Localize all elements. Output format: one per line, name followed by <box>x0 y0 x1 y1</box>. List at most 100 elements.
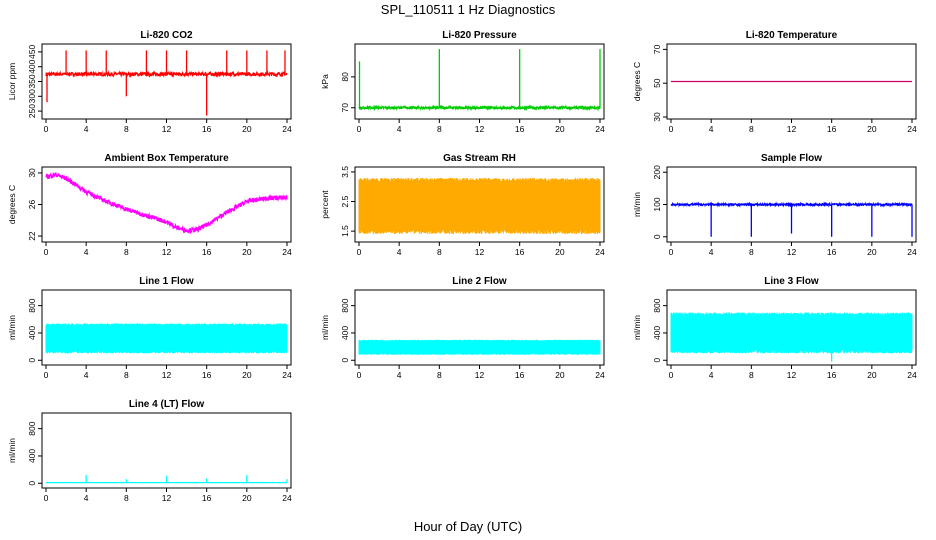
co2-xtick-label: 16 <box>202 124 212 134</box>
box-temp-xtick-label: 16 <box>202 247 212 257</box>
sample-flow-xtick-label: 16 <box>827 247 837 257</box>
line4-xtick-label: 8 <box>124 493 129 503</box>
licor-temp-xtick-label: 8 <box>749 124 754 134</box>
line1-ytick-label: 400 <box>27 326 37 340</box>
panel-pressure: Li-820 Pressure 0 4 8 12 16 20 24 70 80 kPa <box>320 30 605 134</box>
line4-title: Line 4 (LT) Flow <box>129 399 205 410</box>
panel-licor-temp: Li-820 Temperature 0 4 8 12 16 20 24 30 50 70 degre… <box>632 30 917 134</box>
line3-xtick-label: 8 <box>749 370 754 380</box>
sample-flow-xtick-label: 8 <box>749 247 754 257</box>
licor-temp-xtick-label: 0 <box>669 124 674 134</box>
co2-xtick-label: 0 <box>44 124 49 134</box>
line2-xtick-label: 8 <box>437 370 442 380</box>
line1-ylabel: ml/min <box>7 315 17 340</box>
box-temp-xtick-label: 20 <box>242 247 252 257</box>
box-temp-xtick-label: 4 <box>84 247 89 257</box>
rh-xtick-label: 16 <box>515 247 525 257</box>
sample-flow-ylabel: ml/min <box>632 192 642 217</box>
line1-xtick-label: 8 <box>124 370 129 380</box>
line4-ytick-label: 0 <box>27 481 37 486</box>
line2-ylabel: ml/min <box>320 315 330 340</box>
co2-ytick-label: 350 <box>27 74 37 88</box>
line3-ytick-label: 800 <box>652 298 662 312</box>
line4-xtick-label: 0 <box>44 493 49 503</box>
pressure-xtick-label: 12 <box>475 124 485 134</box>
sample-flow-xtick-label: 20 <box>867 247 877 257</box>
pressure-xtick-label: 20 <box>555 124 565 134</box>
rh-xtick-label: 20 <box>555 247 565 257</box>
rh-ylabel: percent <box>320 190 330 219</box>
line4-ytick-label: 800 <box>27 421 37 435</box>
co2-xtick-label: 8 <box>124 124 129 134</box>
co2-xtick-label: 24 <box>282 124 292 134</box>
co2-ytick-label: 250 <box>27 104 37 118</box>
figure-title: SPL_110511 1 Hz Diagnostics <box>381 2 556 17</box>
line2-xtick-label: 4 <box>397 370 402 380</box>
line1-title: Line 1 Flow <box>139 276 194 287</box>
licor-temp-ytick-label: 30 <box>652 112 662 122</box>
sample-flow-ytick-label: 0 <box>652 234 662 239</box>
line4-ytick-label: 400 <box>27 449 37 463</box>
line4-xtick-label: 12 <box>162 493 172 503</box>
line2-title: Line 2 Flow <box>452 276 507 287</box>
co2-xtick-label: 12 <box>162 124 172 134</box>
line2-xtick-label: 24 <box>595 370 605 380</box>
line3-xtick-label: 20 <box>867 370 877 380</box>
licor-temp-ytick-label: 50 <box>652 78 662 88</box>
line1-xtick-label: 16 <box>202 370 212 380</box>
panel-line1: Line 1 Flow 0 4 8 12 16 20 24 0 400 800 ml/min <box>7 276 292 380</box>
line4-xtick-label: 16 <box>202 493 212 503</box>
line2-xtick-label: 16 <box>515 370 525 380</box>
rh-ytick-label: 3.5 <box>340 166 350 178</box>
box-temp-title: Ambient Box Temperature <box>104 153 229 164</box>
rh-title: Gas Stream RH <box>443 153 516 164</box>
line3-xtick-label: 0 <box>669 370 674 380</box>
line1-xtick-label: 12 <box>162 370 172 380</box>
sample-flow-xtick-label: 12 <box>787 247 797 257</box>
line3-ytick-label: 0 <box>652 358 662 363</box>
licor-temp-xtick-label: 20 <box>867 124 877 134</box>
line2-xtick-label: 0 <box>357 370 362 380</box>
line3-ytick-label: 400 <box>652 326 662 340</box>
line1-ytick-label: 800 <box>27 298 37 312</box>
co2-ytick-label: 450 <box>27 45 37 59</box>
line3-ylabel: ml/min <box>632 315 642 340</box>
sample-flow-xtick-label: 0 <box>669 247 674 257</box>
line2-ytick-label: 800 <box>340 298 350 312</box>
rh-xtick-label: 0 <box>357 247 362 257</box>
box-temp-ytick-label: 30 <box>27 168 37 178</box>
line2-ytick-label: 0 <box>340 358 350 363</box>
box-temp-xtick-label: 24 <box>282 247 292 257</box>
sample-flow-ytick-label: 100 <box>652 197 662 211</box>
co2-ytick-label: 400 <box>27 59 37 73</box>
box-temp-xtick-label: 12 <box>162 247 172 257</box>
rh-xtick-label: 4 <box>397 247 402 257</box>
panel-box-temp: Ambient Box Temperature 0 4 8 12 16 20 24 22 26 30… <box>7 153 292 257</box>
line3-xtick-label: 16 <box>827 370 837 380</box>
figure-xlabel: Hour of Day (UTC) <box>414 519 522 534</box>
line2-ytick-label: 400 <box>340 326 350 340</box>
co2-ylabel: Licor ppm <box>7 63 17 100</box>
licor-temp-title: Li-820 Temperature <box>746 30 838 41</box>
sample-flow-xtick-label: 24 <box>907 247 917 257</box>
rh-ytick-label: 1.5 <box>340 225 350 237</box>
line1-series-line <box>45 323 288 354</box>
line1-xtick-label: 20 <box>242 370 252 380</box>
licor-temp-xtick-label: 24 <box>907 124 917 134</box>
box-temp-xtick-label: 8 <box>124 247 129 257</box>
line1-xtick-label: 0 <box>44 370 49 380</box>
panel-rh: Gas Stream RH 0 4 8 12 16 20 24 1.5 2.5 3.5 percent <box>320 153 605 257</box>
line4-xtick-label: 4 <box>84 493 89 503</box>
pressure-xtick-label: 0 <box>357 124 362 134</box>
line3-xtick-label: 4 <box>709 370 714 380</box>
line1-ytick-label: 0 <box>27 358 37 363</box>
line3-xtick-label: 12 <box>787 370 797 380</box>
line2-series-line <box>358 339 601 355</box>
line4-ylabel: ml/min <box>7 438 17 463</box>
box-temp-series-line <box>45 172 288 235</box>
co2-xtick-label: 4 <box>84 124 89 134</box>
rh-series-line <box>358 177 601 235</box>
pressure-ytick-label: 80 <box>340 72 350 82</box>
